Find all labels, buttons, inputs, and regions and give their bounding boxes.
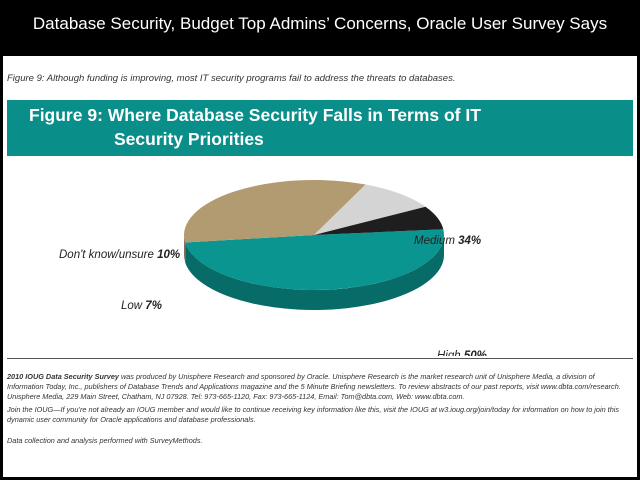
pie-label-low: Low 7% [121, 300, 162, 312]
pie-label-name: Don't know/unsure [59, 249, 157, 261]
pie-tops [184, 180, 445, 291]
pie-slice-medium [184, 180, 366, 243]
footnote-data: Data collection and analysis performed w… [7, 436, 203, 445]
footnote-survey: 2010 IOUG Data Security Survey was produ… [7, 372, 631, 402]
pie-side-medium [184, 235, 186, 263]
pie-label-value: 10% [157, 249, 180, 261]
figure-header-line2: Security Priorities [114, 129, 264, 149]
pie-chart: High 50% Medium 34% Don't know/unsure 10% L… [59, 180, 487, 356]
pie-slice-don-t-know-unsure [314, 184, 426, 235]
pie-slice-high [185, 229, 445, 291]
figure-caption: Figure 9: Although funding is improving,… [7, 73, 456, 84]
pie-sides [184, 235, 444, 311]
pie-label-high: High 50% [437, 350, 487, 356]
footnote-join: Join the IOUG—If you’re not already an I… [7, 405, 620, 424]
figure-header-line1: Figure 9: Where Database Security Falls … [29, 105, 481, 125]
pie-labels: High 50% Medium 34% Don't know/unsure 10% L… [59, 235, 487, 356]
pie-label-value: 50% [464, 350, 487, 356]
pie-label-value: 34% [458, 235, 481, 247]
slide-title: Database Security, Budget Top Admins’ Co… [32, 14, 608, 33]
pie-side-high [185, 235, 444, 311]
pie-label-name: High [437, 350, 464, 356]
survey-text: was produced by Unisphere Research and s… [7, 372, 621, 401]
figure-panel: Figure 9: Although funding is improving,… [3, 56, 637, 477]
footer-divider [7, 358, 633, 359]
pie-label-medium: Medium 34% [414, 235, 481, 247]
pie-label-name: Low [121, 300, 145, 312]
pie-label-name: Medium [414, 235, 458, 247]
pie-slice-low [314, 206, 444, 235]
figure-header: Figure 9: Where Database Security Falls … [7, 100, 633, 156]
pie-label-value: 7% [145, 300, 162, 312]
pie-label-don-t-know-unsure: Don't know/unsure 10% [59, 249, 180, 261]
survey-name: 2010 IOUG Data Security Survey [7, 372, 119, 381]
